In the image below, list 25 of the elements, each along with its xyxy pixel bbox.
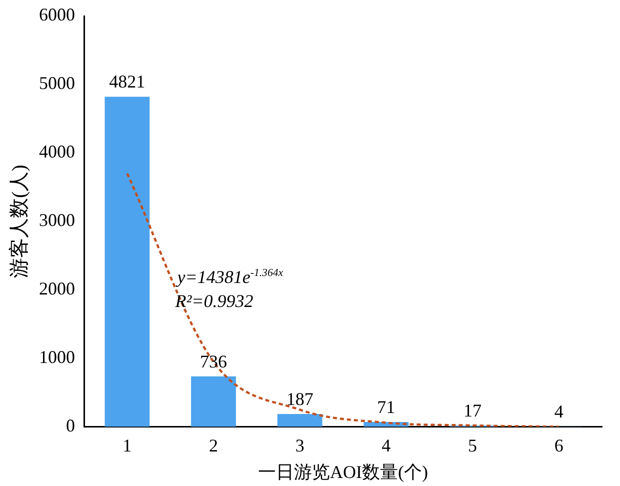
bar [104, 96, 150, 427]
x-tick-label: 1 [122, 435, 132, 456]
x-tick-label: 6 [554, 435, 564, 456]
y-tick-label: 5000 [39, 73, 75, 94]
data-label: 4 [554, 402, 564, 422]
data-label: 71 [377, 396, 396, 417]
x-tick-label: 3 [295, 435, 304, 456]
bar [277, 414, 322, 427]
x-tick-label: 2 [209, 435, 218, 456]
x-tick-label: 4 [382, 435, 391, 456]
x-tick-label: 5 [468, 435, 477, 456]
y-tick-label: 1000 [39, 347, 75, 368]
y-tick-label: 0 [66, 416, 75, 436]
bar [191, 376, 236, 427]
y-tick-label: 4000 [39, 142, 75, 162]
y-tick-label: 6000 [39, 4, 75, 25]
annotation: R²=0.9932 [174, 291, 254, 312]
data-label: 187 [286, 388, 314, 409]
y-tick-label: 2000 [39, 278, 75, 299]
y-axis-title: 游客人数(人) [8, 164, 30, 278]
x-axis-title: 一日游览AOI数量(个) [258, 462, 428, 482]
data-label: 17 [464, 400, 482, 421]
data-label: 4821 [109, 72, 146, 92]
y-tick-label: 3000 [39, 210, 75, 230]
data-label: 736 [200, 351, 227, 372]
